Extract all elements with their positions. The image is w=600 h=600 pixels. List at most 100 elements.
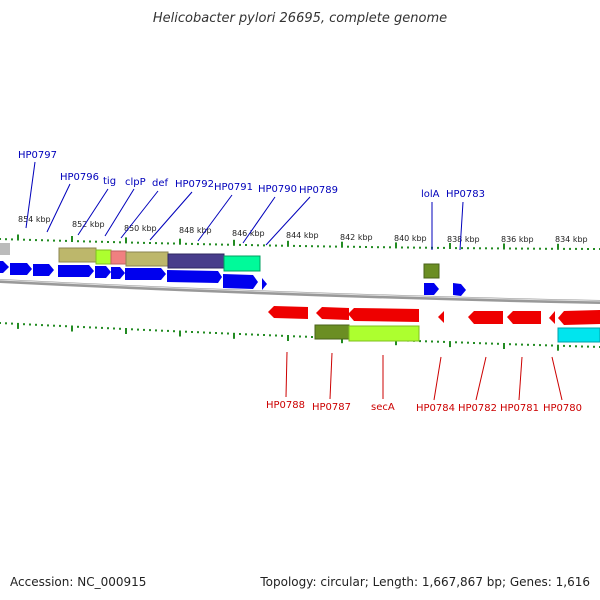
gene-label-hp0797[interactable]: HP0797 xyxy=(18,150,57,161)
minor-tick xyxy=(317,245,319,248)
minor-tick xyxy=(389,246,391,249)
major-tick xyxy=(287,240,289,247)
minor-tick xyxy=(89,326,91,329)
forward-gene-arrow xyxy=(262,278,267,290)
minor-tick xyxy=(533,343,535,346)
minor-tick xyxy=(455,247,457,250)
minor-tick xyxy=(257,333,259,336)
minor-tick xyxy=(539,247,541,250)
minor-tick xyxy=(155,242,157,245)
minor-tick xyxy=(227,243,229,246)
gene-label-hp0784[interactable]: HP0784 xyxy=(416,403,455,414)
minor-tick xyxy=(461,341,463,344)
minor-tick xyxy=(41,324,43,327)
forward-gene-arrow xyxy=(125,268,166,280)
minor-tick xyxy=(143,241,145,244)
minor-tick xyxy=(5,322,7,325)
minor-tick xyxy=(191,242,193,245)
reverse-gene-arrow xyxy=(268,306,308,319)
minor-tick xyxy=(443,340,445,343)
gene-label-seca[interactable]: secA xyxy=(371,402,395,413)
minor-tick xyxy=(479,247,481,250)
major-tick xyxy=(341,241,343,248)
label-leader xyxy=(265,196,311,246)
minor-tick xyxy=(575,345,577,348)
gene-label-lola[interactable]: lolA xyxy=(421,189,440,200)
minor-tick xyxy=(53,239,55,242)
minor-tick xyxy=(143,328,145,331)
major-tick xyxy=(449,341,451,348)
minor-tick xyxy=(5,238,7,241)
forward-gene-arrow xyxy=(95,266,111,278)
major-tick xyxy=(557,243,559,250)
minor-tick xyxy=(83,240,85,243)
gene-label-hp0783[interactable]: HP0783 xyxy=(446,189,485,200)
forward-gene-arrow xyxy=(58,265,94,277)
minor-tick xyxy=(65,239,67,242)
minor-tick xyxy=(161,329,163,332)
minor-tick xyxy=(305,335,307,338)
major-tick xyxy=(341,337,343,344)
minor-tick xyxy=(41,239,43,242)
label-leader xyxy=(77,188,109,236)
tick-label: 840 kbp xyxy=(394,234,427,243)
minor-tick xyxy=(299,335,301,338)
forward-gene-arrow xyxy=(10,263,32,275)
gene-label-hp0791[interactable]: HP0791 xyxy=(214,182,253,193)
tick-label: 850 kbp xyxy=(124,224,157,233)
tick-label: 854 kbp xyxy=(18,215,51,224)
minor-tick xyxy=(101,240,103,243)
feature-box xyxy=(314,324,350,340)
tick-label: 838 kbp xyxy=(447,235,480,244)
feature-box xyxy=(223,255,261,272)
gene-label-def[interactable]: def xyxy=(152,178,169,189)
label-leader xyxy=(104,188,135,237)
minor-tick xyxy=(581,247,583,250)
minor-tick xyxy=(413,246,415,249)
forward-genes xyxy=(0,261,466,296)
minor-tick xyxy=(479,342,481,345)
major-tick xyxy=(395,339,397,346)
gene-label-hp0789[interactable]: HP0789 xyxy=(299,185,338,196)
map-title: Helicobacter pylori 26695, complete geno… xyxy=(153,11,447,26)
minor-tick xyxy=(563,344,565,347)
minor-tick xyxy=(59,239,61,242)
gene-label-hp0780[interactable]: HP0780 xyxy=(543,403,582,414)
minor-tick xyxy=(131,241,133,244)
minor-tick xyxy=(197,243,199,246)
gene-label-hp0782[interactable]: HP0782 xyxy=(458,403,497,414)
gene-label-hp0796[interactable]: HP0796 xyxy=(60,172,99,183)
minor-tick xyxy=(311,245,313,248)
major-tick xyxy=(17,322,19,329)
minor-tick xyxy=(365,246,367,248)
minor-tick xyxy=(173,330,175,333)
minor-tick xyxy=(425,340,427,343)
minor-tick xyxy=(59,324,61,327)
gene-label-hp0781[interactable]: HP0781 xyxy=(500,403,539,414)
minor-tick xyxy=(275,244,277,247)
label-leader xyxy=(120,190,159,239)
reverse-gene-arrow xyxy=(558,310,600,325)
minor-tick xyxy=(131,328,133,331)
minor-tick xyxy=(161,242,163,245)
gene-label-hp0788[interactable]: HP0788 xyxy=(266,400,305,411)
minor-tick xyxy=(203,243,205,246)
minor-tick xyxy=(221,332,223,335)
minor-tick xyxy=(35,323,37,326)
reverse-gene-arrow xyxy=(468,311,503,324)
minor-tick xyxy=(575,247,577,250)
minor-tick xyxy=(215,243,217,246)
gene-label-hp0790[interactable]: HP0790 xyxy=(258,184,297,195)
minor-tick xyxy=(167,242,169,245)
label-leader xyxy=(197,194,233,242)
gene-label-tig[interactable]: tig xyxy=(103,176,116,187)
minor-tick xyxy=(581,345,583,348)
minor-tick xyxy=(263,244,265,247)
minor-tick xyxy=(323,245,325,248)
gene-label-hp0787[interactable]: HP0787 xyxy=(312,402,351,413)
gene-label-hp0792[interactable]: HP0792 xyxy=(175,179,214,190)
major-tick xyxy=(233,239,235,246)
gene-label-clpp[interactable]: clpP xyxy=(125,177,146,188)
tick-label: 848 kbp xyxy=(179,226,212,235)
minor-tick xyxy=(419,340,421,343)
